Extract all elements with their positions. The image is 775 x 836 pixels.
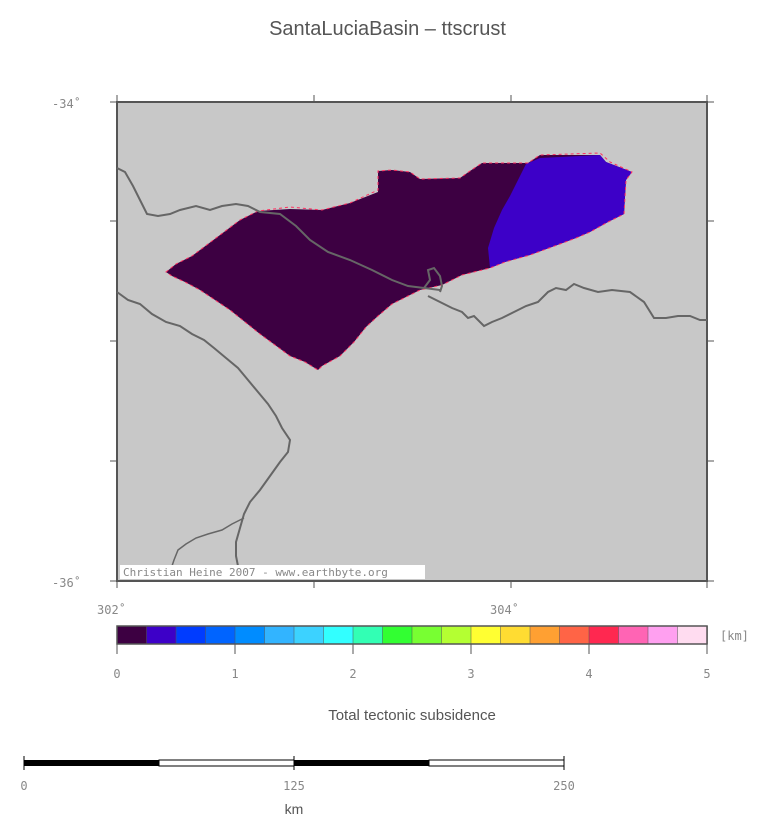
scale-label-250: 250 bbox=[553, 779, 575, 793]
scale-unit: km bbox=[285, 801, 304, 817]
colorbar bbox=[116, 625, 708, 645]
colorbar-cell bbox=[618, 625, 649, 645]
colorbar-tick-label: 3 bbox=[467, 667, 474, 681]
colorbar-cell bbox=[146, 625, 177, 645]
colorbar-cell bbox=[588, 625, 620, 645]
scale-label-0: 0 bbox=[20, 779, 27, 793]
coastline-north bbox=[116, 167, 441, 291]
scale-bar bbox=[23, 756, 565, 770]
colorbar-cell bbox=[205, 625, 236, 645]
river-estuary bbox=[423, 266, 444, 293]
credit-text: Christian Heine 2007 - www.earthbyte.org bbox=[123, 566, 388, 579]
credit-box bbox=[120, 565, 425, 579]
colorbar-tick-label: 1 bbox=[231, 667, 238, 681]
colorbar-cell bbox=[116, 625, 148, 645]
river-southwest bbox=[169, 517, 245, 573]
colorbar-cell bbox=[382, 625, 413, 645]
colorbar-cell bbox=[529, 625, 561, 645]
colorbar-frame bbox=[116, 625, 708, 645]
colorbar-tick-label: 2 bbox=[349, 667, 356, 681]
colorbar-cell bbox=[500, 625, 531, 645]
colorbar-cell bbox=[293, 625, 325, 645]
colorbar-cell bbox=[559, 625, 590, 645]
colorbar-cell bbox=[264, 625, 295, 645]
colorbar-tick-label: 4 bbox=[585, 667, 592, 681]
colorbar-cell bbox=[411, 625, 443, 645]
coastline-west bbox=[116, 291, 292, 579]
coastline-east bbox=[427, 282, 707, 328]
colorbar-cell bbox=[352, 625, 384, 645]
colorbar-cell bbox=[470, 625, 502, 645]
colorbar-unit: [km] bbox=[720, 629, 749, 643]
map-ticks bbox=[110, 95, 714, 588]
basin-outline bbox=[165, 152, 633, 371]
colorbar-caption: Total tectonic subsidence bbox=[328, 707, 496, 724]
colorbar-cell bbox=[441, 625, 472, 645]
colorbar-tick-label: 5 bbox=[703, 667, 710, 681]
colorbar-ticks: 0 1 2 3 4 5 bbox=[113, 644, 711, 681]
subsidence-region-blue bbox=[488, 155, 632, 268]
map-title: SantaLuciaBasin – ttscrust bbox=[269, 18, 506, 40]
colorbar-tick-label: 0 bbox=[113, 667, 120, 681]
lon-label-left: 302˚ bbox=[97, 602, 126, 617]
colorbar-cell bbox=[647, 625, 679, 645]
colorbar-cell bbox=[323, 625, 354, 645]
scale-label-125: 125 bbox=[283, 779, 305, 793]
lat-label-top: -34˚ bbox=[52, 96, 81, 111]
lat-label-bottom: -36˚ bbox=[52, 575, 81, 590]
colorbar-cell bbox=[234, 625, 266, 645]
colorbar-cell bbox=[677, 625, 708, 645]
colorbar-cell bbox=[175, 625, 207, 645]
lon-label-right: 304˚ bbox=[490, 602, 519, 617]
